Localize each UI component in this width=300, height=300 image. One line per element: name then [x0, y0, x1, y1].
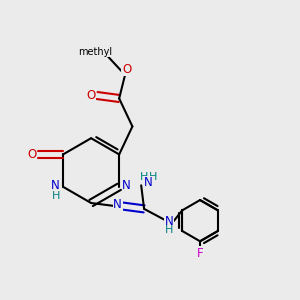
Text: N: N — [113, 198, 122, 211]
Text: N: N — [122, 179, 131, 192]
Text: O: O — [27, 148, 36, 161]
Text: N: N — [165, 215, 173, 228]
Text: O: O — [122, 62, 131, 76]
Text: H: H — [140, 172, 148, 182]
Text: H: H — [149, 172, 157, 182]
Text: methyl: methyl — [79, 47, 113, 57]
Text: N: N — [51, 179, 60, 192]
Text: H: H — [52, 190, 60, 201]
Text: H: H — [165, 225, 173, 236]
Text: O: O — [86, 89, 95, 102]
Text: F: F — [197, 247, 203, 260]
Text: N: N — [144, 176, 153, 190]
